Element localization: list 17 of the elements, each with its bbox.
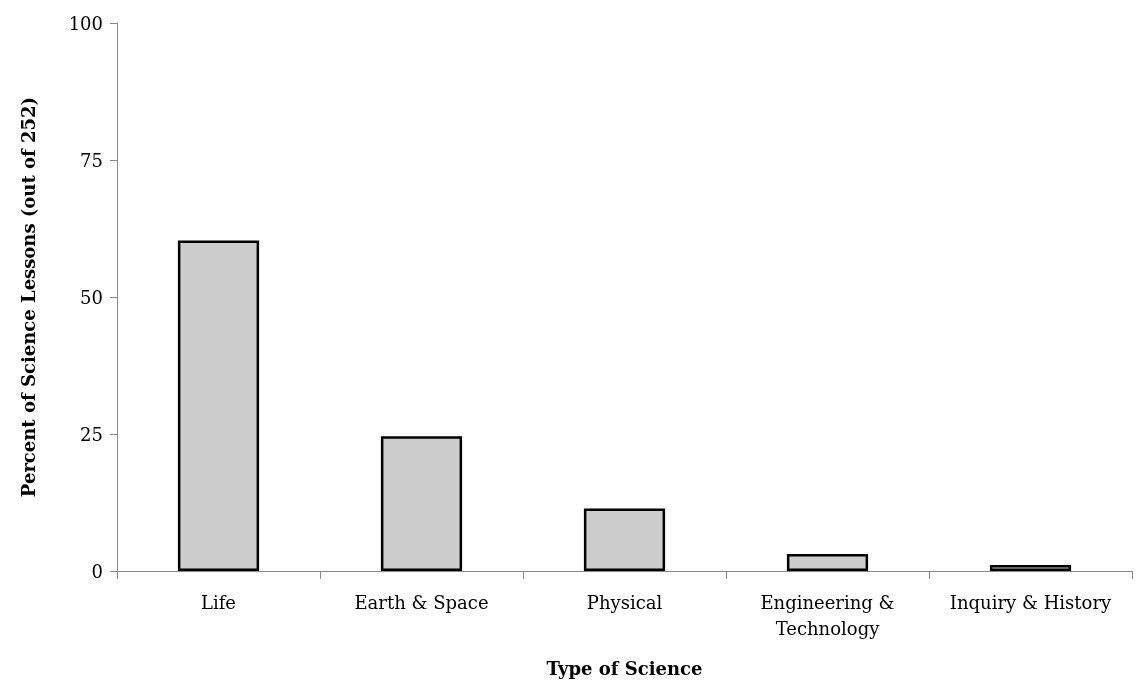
y-tick-label: 75 bbox=[80, 149, 103, 171]
y-tick-label: 25 bbox=[80, 423, 103, 445]
x-tick-label: Life bbox=[200, 591, 237, 613]
y-tick-label: 100 bbox=[68, 12, 103, 34]
bar bbox=[177, 240, 260, 571]
bar bbox=[786, 554, 869, 571]
bar bbox=[583, 508, 666, 571]
x-tick-label: Physical bbox=[586, 591, 663, 613]
x-tick-label: Inquiry & History bbox=[949, 591, 1112, 613]
y-axis-title: Percent of Science Lessons (out of 252) bbox=[17, 96, 39, 498]
x-axis-title: Type of Science bbox=[546, 657, 703, 679]
x-tick-label: Earth & Space bbox=[354, 591, 489, 613]
bar bbox=[380, 436, 463, 571]
y-tick-label: 0 bbox=[91, 560, 103, 582]
x-tick-label: Engineering & Technology bbox=[760, 591, 895, 639]
bar bbox=[989, 564, 1072, 571]
y-tick-label: 50 bbox=[80, 286, 103, 308]
